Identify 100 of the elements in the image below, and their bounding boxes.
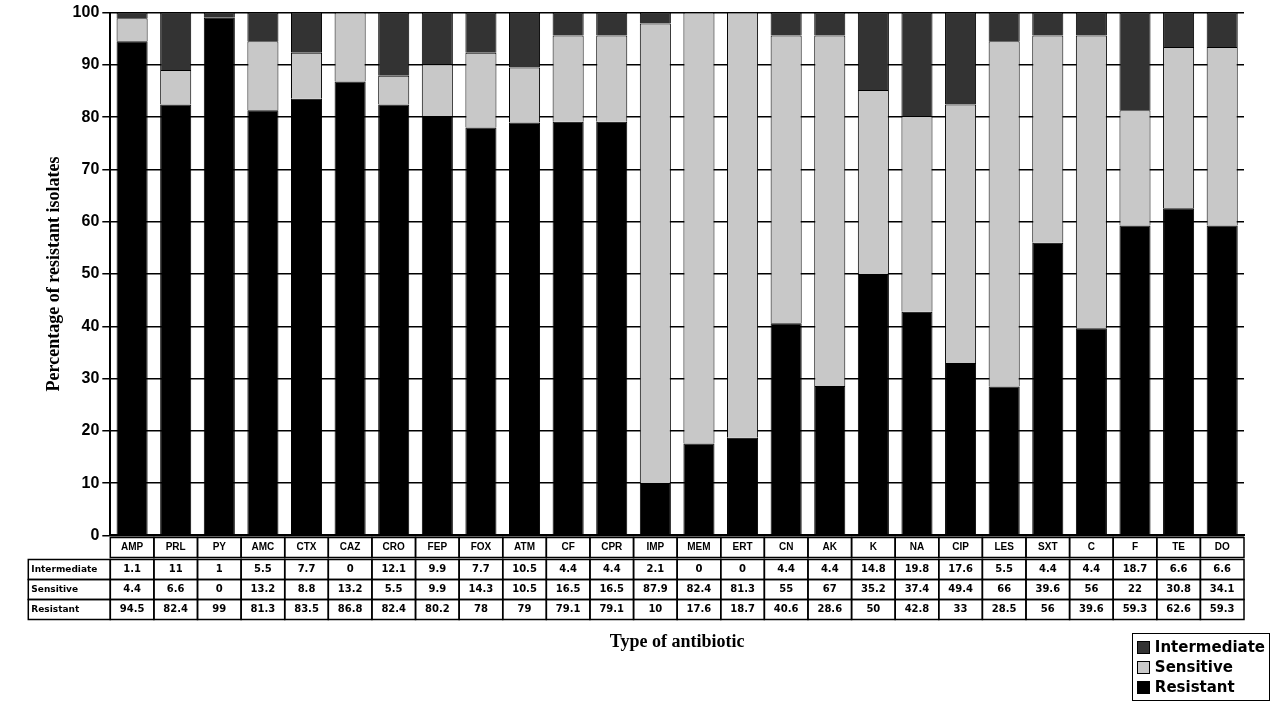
data-label: 18.7 [1122,562,1148,574]
data-label: 4.4 [777,562,796,574]
x-tick-label: ATM [514,541,535,553]
data-label: 4.4 [123,582,141,594]
data-label: 16.5 [555,582,581,594]
data-label: 1.1 [123,562,141,574]
data-label: 0 [739,562,747,574]
x-tick-label: LES [994,541,1015,553]
y-tick-label: 100 [72,3,100,21]
x-tick-label: DO [1214,541,1230,553]
data-label: 80.2 [424,602,450,614]
data-label: 78 [473,602,488,614]
data-label: 33 [953,602,968,614]
x-tick-label: IMP [646,541,665,553]
data-label: 10.5 [512,582,537,594]
x-tick-label: FOX [470,541,492,553]
data-label: 13.2 [250,582,276,594]
data-label: 67 [822,582,837,594]
x-tick-label: CN [778,541,794,553]
x-tick-label: CPR [601,541,624,553]
data-label: 13.2 [337,582,363,594]
x-tick-label: K [869,541,878,553]
data-label: 50 [866,602,881,614]
data-label: 37.4 [904,582,930,594]
legend-label: Sensitive [1154,658,1233,676]
x-tick-label: AK [822,541,838,553]
y-tick-label: 0 [90,525,100,543]
x-tick-label: CIP [952,541,970,553]
data-label: 94.5 [119,602,145,614]
y-tick-label: 10 [81,473,100,491]
y-tick-label: 30 [81,368,100,386]
data-label: 56 [1040,602,1055,614]
x-tick-label: ERT [732,541,753,553]
data-label: 82.4 [163,602,189,614]
data-label: 5.5 [995,562,1014,574]
data-label: 9.9 [428,582,447,594]
data-label: 79.1 [599,602,625,614]
legend-label: Resistant [1154,678,1235,696]
data-label: 0 [215,582,223,594]
data-label: 19.8 [904,562,930,574]
data-label: 6.6 [166,582,185,594]
data-label: 49.4 [948,582,973,594]
y-tick-label: 60 [81,212,100,230]
x-tick-label: FEP [427,541,448,553]
y-tick-label: 40 [81,316,100,334]
x-tick-label: PY [212,541,227,553]
data-label: 14.3 [468,582,494,594]
data-label: 66 [997,582,1012,594]
data-label: 4.4 [1082,562,1101,574]
data-label: 14.8 [861,562,886,574]
data-label: 79.1 [555,602,581,614]
x-tick-label: AMC [251,541,275,553]
x-tick-label: CF [561,541,575,553]
data-label: 83.5 [294,602,319,614]
data-label: 4.4 [820,562,839,574]
data-label: 82.4 [381,602,407,614]
x-tick-label: TE [1172,541,1186,553]
x-tick-label: CTX [296,541,317,553]
data-label: 34.1 [1209,582,1235,594]
data-label: 81.3 [730,582,755,594]
text: Sensitive [31,583,79,594]
data-label: 30.8 [1166,582,1191,594]
data-label: 7.7 [297,562,316,574]
legend-label: Intermediate [1154,638,1265,656]
data-label: 17.6 [686,602,712,614]
data-label: 10 [648,602,663,614]
x-tick-label: NA [909,541,925,553]
data-label: 59.3 [1122,602,1148,614]
data-label: 28.5 [991,602,1017,614]
data-label: 2.1 [646,562,665,574]
data-label: 17.6 [948,562,973,574]
data-label: 35.2 [861,582,886,594]
data-label: 86.8 [337,602,363,614]
data-label: 81.3 [250,602,276,614]
x-axis-title: Type of antibiotic [609,630,745,651]
data-label: 99 [212,602,227,614]
data-label: 40.6 [773,602,799,614]
x-tick-label: CAZ [339,541,361,553]
text: Intermediate [31,563,98,574]
data-label: 6.6 [1169,562,1188,574]
data-label: 56 [1084,582,1099,594]
data-label: 18.7 [730,602,755,614]
data-label: 55 [779,582,794,594]
y-tick-label: 50 [81,264,100,282]
data-label: 87.9 [643,582,668,594]
data-label: 42.8 [904,602,930,614]
data-label: 82.4 [686,582,712,594]
data-label: 0 [695,562,703,574]
x-tick-label: SXT [1038,541,1058,553]
y-tick-label: 80 [81,107,100,125]
data-label: 59.3 [1209,602,1235,614]
data-label: 4.4 [1038,562,1057,574]
data-label: 4.4 [559,562,578,574]
x-tick-label: CRO [382,541,406,553]
data-label: 8.8 [297,582,316,594]
x-tick-label: C [1087,541,1095,553]
y-axis-title: Percentage of resistant isolates [43,156,64,392]
data-label: 9.9 [428,562,447,574]
data-label: 5.5 [254,562,272,574]
y-tick-label: 70 [81,159,100,177]
